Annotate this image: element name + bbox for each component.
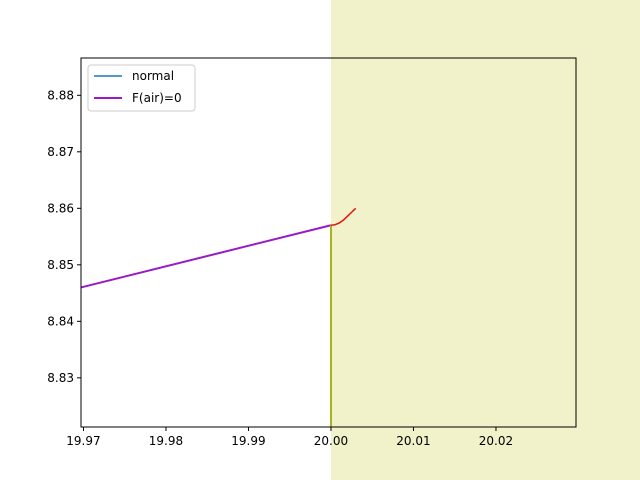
- series-line-3: [330, 207, 357, 227]
- x-tick-label: 20.01: [396, 434, 430, 448]
- y-tick-label: 8.88: [47, 88, 74, 102]
- shaded-region-layer: [330, 0, 640, 480]
- x-tick-label: 20.00: [314, 434, 348, 448]
- series-line-1: [80, 224, 332, 289]
- x-tick-label: 19.99: [231, 434, 265, 448]
- y-tick-label: 8.87: [47, 145, 74, 159]
- y-tick-label: 8.86: [47, 201, 74, 215]
- legend-label-fair: F(air)=0: [132, 91, 182, 105]
- x-tick-label: 20.02: [479, 434, 513, 448]
- x-tick-label: 19.97: [66, 434, 100, 448]
- legend: normal F(air)=0: [87, 64, 196, 112]
- y-tick-label: 8.84: [47, 314, 74, 328]
- shaded-region: [330, 0, 640, 480]
- x-tick-label: 19.98: [149, 434, 183, 448]
- series-layer: [80, 207, 357, 427]
- x-axis: 19.97 19.98 19.99 20.00 20.01 20.02: [66, 427, 513, 448]
- y-tick-label: 8.83: [47, 371, 74, 385]
- y-axis: 8.83 8.84 8.85 8.86 8.87 8.88: [47, 88, 81, 385]
- legend-label-normal: normal: [132, 69, 174, 83]
- y-tick-label: 8.85: [47, 258, 74, 272]
- plot-frame: [80, 57, 577, 428]
